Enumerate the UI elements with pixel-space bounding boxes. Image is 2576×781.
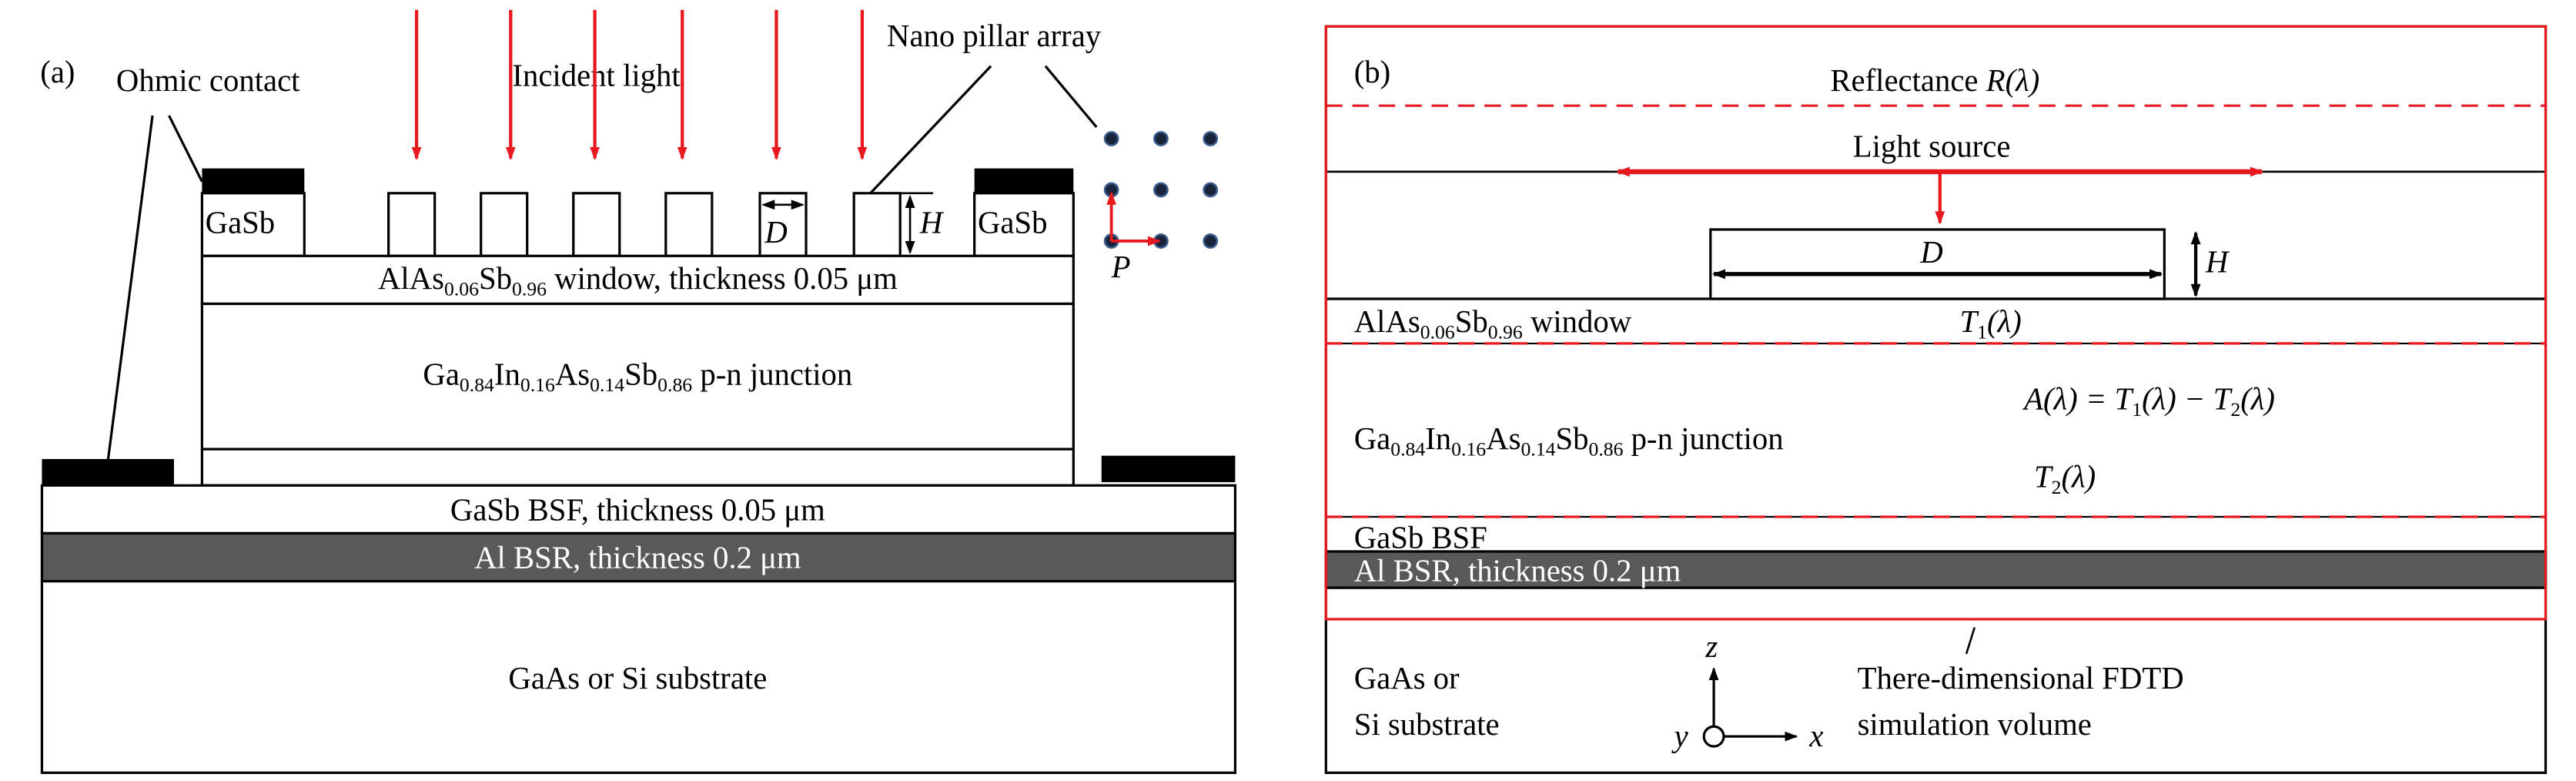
height-label: H	[919, 205, 945, 240]
gasb-left-label: GaSb	[206, 205, 275, 240]
fdtd-simulation-volume	[1324, 25, 2548, 621]
ohmic-contact-label: Ohmic contact	[116, 63, 300, 98]
bsr-layer	[1324, 550, 2548, 589]
diameter-label: D	[1919, 235, 1942, 270]
nano-pillar-array-label: Nano pillar array	[887, 18, 1102, 53]
panel-b-frame	[1324, 25, 2548, 774]
nano-pillar	[664, 192, 714, 257]
ohmic-leader-line	[106, 115, 154, 461]
y-axis-circle	[1702, 725, 1725, 748]
bsr-layer	[40, 531, 1237, 583]
substrate-label-line2: Si substrate	[1354, 707, 1500, 742]
ohmic-leader-line	[168, 115, 203, 183]
nano-pillar	[387, 192, 437, 257]
panel-b: (b) Reflectance R(λ) Light source D H Al…	[1324, 25, 2548, 774]
junction-layer	[200, 302, 1075, 487]
pillar-dot	[1203, 182, 1219, 198]
panel-a-label: (a)	[40, 55, 75, 89]
nano-pillar	[572, 192, 621, 257]
pillar-array-top-view	[1103, 131, 1219, 249]
window-label: AlAs0.06Sb0.96 window	[1354, 304, 1632, 344]
y-axis-label: y	[1671, 719, 1689, 753]
window-layer-label: AlAs0.06Sb0.96 window, thickness 0.05 μm	[378, 261, 898, 300]
substrate-layer	[40, 579, 1237, 774]
nano-pillar	[480, 192, 529, 257]
t2-label: T2(λ)	[2034, 459, 2096, 498]
bsf-label: GaSb BSF	[1354, 521, 1487, 555]
fdtd-label-line2: simulation volume	[1858, 707, 2092, 742]
period-label: P	[1111, 250, 1131, 284]
fdtd-label-line1: There-dimensional FDTD	[1858, 661, 2184, 696]
panel-b-label: (b)	[1354, 55, 1390, 89]
top-contact-left	[202, 168, 305, 193]
pillar-leader-line	[1044, 65, 1098, 129]
pillar-dot	[1153, 131, 1169, 146]
bsf-layer	[40, 484, 1237, 535]
axes-triad: z x y	[1671, 629, 1824, 753]
x-axis-label: x	[1808, 719, 1823, 753]
top-contact-right	[974, 168, 1074, 193]
substrate-label-line1: GaAs or	[1354, 661, 1460, 696]
pillar-dot	[1153, 182, 1169, 198]
bottom-contact-right	[1101, 455, 1236, 482]
bsr-label: Al BSR, thickness 0.2 μm	[1354, 554, 1681, 588]
pillar-dot	[1203, 233, 1219, 249]
light-source-label: Light source	[1853, 129, 2011, 164]
absorption-equation: A(λ) = T1(λ) − T2(λ)	[2022, 382, 2275, 421]
nano-pillar	[852, 192, 902, 257]
leader-lines	[106, 65, 1098, 461]
bsf-label: GaSb BSF, thickness 0.05 μm	[450, 492, 825, 527]
bottom-contact-left	[42, 458, 174, 486]
gasb-right-label: GaSb	[978, 205, 1047, 240]
diameter-label: D	[764, 215, 787, 250]
junction-label: Ga0.84In0.16As0.14Sb0.86 p-n junction	[423, 357, 852, 396]
height-label: H	[2205, 245, 2230, 280]
gasb-cap-left	[200, 192, 306, 257]
reflectance-label: Reflectance R(λ)	[1830, 63, 2039, 98]
panel-a: (a) Ohmic contact Incident light Nano pi…	[40, 9, 1237, 774]
junction-label: Ga0.84In0.16As0.14Sb0.86 p-n junction	[1354, 421, 1784, 461]
fdtd-leader-line	[1965, 627, 1976, 655]
pillar-dot	[1203, 131, 1219, 146]
incident-light-arrows	[411, 9, 868, 160]
pillar-dot	[1103, 131, 1119, 146]
incident-light-label: Incident light	[512, 58, 681, 92]
nano-pillars	[387, 192, 902, 257]
substrate-label: GaAs or Si substrate	[508, 661, 767, 696]
bsr-label: Al BSR, thickness 0.2 μm	[474, 540, 801, 575]
z-axis-label: z	[1705, 629, 1718, 664]
t1-label: T1(λ)	[1960, 304, 2022, 344]
pillar-leader-line	[869, 65, 992, 194]
gasb-cap-right	[973, 192, 1075, 257]
